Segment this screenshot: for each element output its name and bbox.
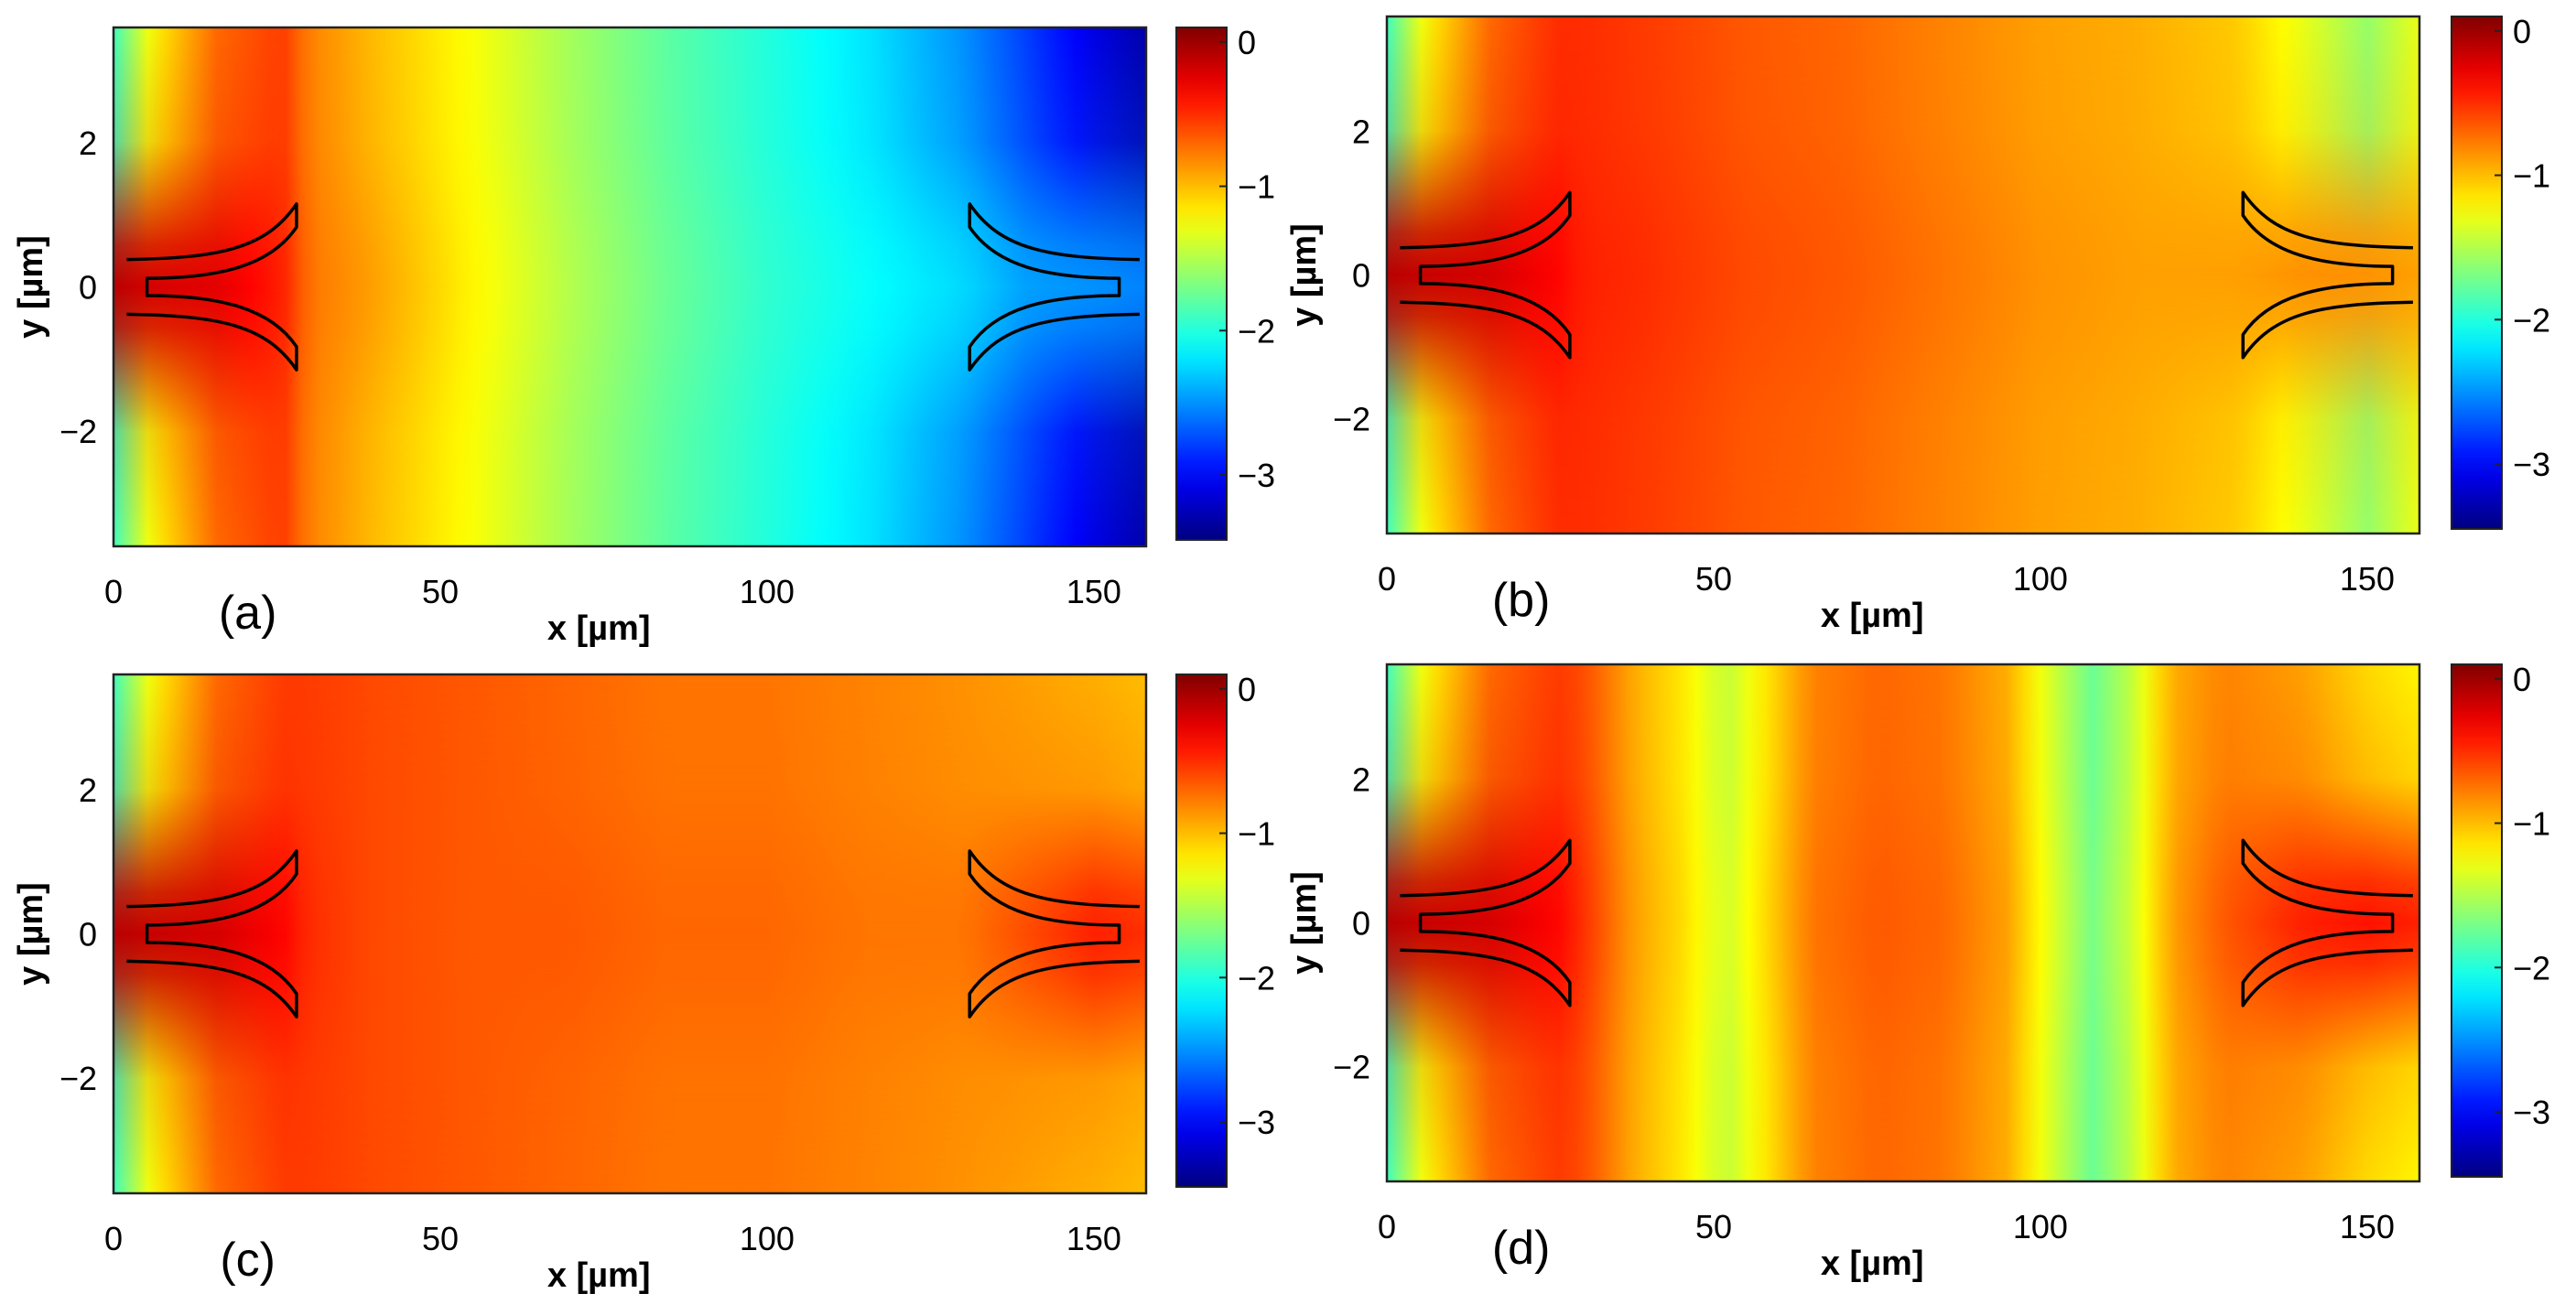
y-tick-label: 0 <box>79 269 97 307</box>
colorbar-tick-label: 0 <box>1238 671 1256 708</box>
taper-outline-right <box>968 849 1140 1019</box>
x-axis-label: x [µm] <box>547 609 651 648</box>
taper-outline-left <box>1400 190 1572 360</box>
x-tick-label: 150 <box>2340 560 2395 598</box>
y-tick-label: 0 <box>1352 905 1370 943</box>
y-tick-label: −2 <box>60 413 97 450</box>
colorbar-tick-label: −1 <box>2513 157 2550 195</box>
colorbar-tick-label: 0 <box>2513 661 2531 698</box>
x-tick-label: 0 <box>104 573 123 610</box>
taper-outline-right <box>2241 838 2413 1008</box>
taper-outline-left <box>126 849 298 1019</box>
x-tick-label: 50 <box>422 573 459 610</box>
panel-a: 0 50 100 150 2 0 −2 x [µm] y [µm] (a) 0 −1 −2 −3 <box>12 24 1275 648</box>
y-axis-label: y [µm] <box>12 882 50 986</box>
colorbar <box>1175 674 1228 1188</box>
x-axis-label: x [µm] <box>547 1256 651 1295</box>
colorbar-tick-label: −2 <box>1238 959 1275 997</box>
panel-label: (a) <box>219 587 277 640</box>
colorbar-tick-label: −2 <box>2513 949 2550 986</box>
y-tick-label: −2 <box>60 1060 97 1097</box>
y-tick-label: 0 <box>1352 257 1370 295</box>
colorbar-tick-label: −1 <box>1238 815 1275 853</box>
colorbar-tick-label: −2 <box>1238 312 1275 350</box>
colorbar-tick-label: −3 <box>2513 446 2550 483</box>
x-tick-label: 0 <box>104 1220 123 1257</box>
panel-c: 0 50 100 150 2 0 −2 x [µm] y [µm] (c) 0 −1 −2 −3 <box>12 671 1275 1295</box>
panel-label: (c) <box>220 1234 276 1287</box>
x-tick-label: 50 <box>1695 560 1732 598</box>
field-map <box>114 27 1146 546</box>
colorbar-tick-label: −2 <box>2513 301 2550 339</box>
taper-outline-right <box>2241 190 2413 360</box>
x-tick-label: 0 <box>1378 560 1396 598</box>
field-center-layer <box>1387 664 2419 1181</box>
plot-frame <box>1385 15 2421 535</box>
x-tick-label: 0 <box>1378 1208 1396 1245</box>
x-tick-label: 50 <box>422 1220 459 1257</box>
y-tick-label: 2 <box>1352 761 1370 799</box>
colorbar-tick-label: 0 <box>2513 13 2531 50</box>
y-axis-label: y [µm] <box>1285 871 1324 975</box>
colorbar <box>1175 27 1228 541</box>
plot-frame <box>112 673 1148 1195</box>
y-tick-label: 2 <box>79 771 97 809</box>
panel-label: (b) <box>1492 574 1551 627</box>
x-tick-label: 50 <box>1695 1208 1732 1245</box>
colorbar <box>2451 16 2503 530</box>
colorbar-tick-label: −1 <box>1238 168 1275 206</box>
y-tick-label: 2 <box>1352 113 1370 151</box>
plot-frame <box>112 26 1148 548</box>
x-tick-label: 100 <box>2013 560 2068 598</box>
x-tick-label: 150 <box>1066 573 1121 610</box>
field-center-layer <box>114 27 1146 546</box>
panel-b: 0 50 100 150 2 0 −2 x [µm] y [µm] (b) 0 −1 −2 −3 <box>1285 13 2550 635</box>
x-axis-label: x [µm] <box>1821 597 1924 635</box>
field-center-layer <box>114 674 1146 1193</box>
y-axis-label: y [µm] <box>1285 223 1324 327</box>
y-tick-label: 0 <box>79 916 97 954</box>
field-map <box>1387 664 2419 1181</box>
panel-label: (d) <box>1492 1222 1551 1275</box>
x-tick-label: 100 <box>2013 1208 2068 1245</box>
y-axis-label: y [µm] <box>12 235 50 339</box>
taper-outline-right <box>968 202 1140 372</box>
colorbar-tick-label: −3 <box>1238 1104 1275 1141</box>
y-tick-label: −2 <box>1333 1048 1370 1085</box>
colorbar-tick-label: 0 <box>1238 24 1256 61</box>
y-tick-label: 2 <box>79 124 97 162</box>
field-map <box>1387 16 2419 534</box>
x-tick-label: 150 <box>1066 1220 1121 1257</box>
x-tick-label: 100 <box>740 573 795 610</box>
field-center-layer <box>1387 16 2419 534</box>
taper-outline-left <box>126 202 298 372</box>
field-map <box>114 674 1146 1193</box>
colorbar-tick-label: −1 <box>2513 805 2550 843</box>
colorbar-tick-label: −3 <box>1238 457 1275 494</box>
panel-d: 0 50 100 150 2 0 −2 x [µm] y [µm] (d) 0 −1 −2 −3 <box>1285 661 2550 1283</box>
y-tick-label: −2 <box>1333 400 1370 437</box>
x-tick-label: 100 <box>740 1220 795 1257</box>
x-axis-label: x [µm] <box>1821 1245 1924 1283</box>
colorbar-tick-label: −3 <box>2513 1094 2550 1131</box>
colorbar <box>2451 663 2503 1178</box>
plot-frame <box>1385 663 2421 1183</box>
taper-outline-left <box>1400 838 1572 1008</box>
x-tick-label: 150 <box>2340 1208 2395 1245</box>
